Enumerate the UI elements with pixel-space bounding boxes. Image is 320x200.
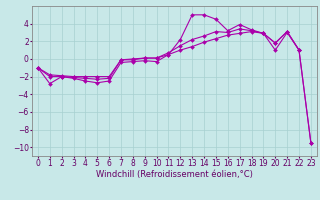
X-axis label: Windchill (Refroidissement éolien,°C): Windchill (Refroidissement éolien,°C)	[96, 170, 253, 179]
